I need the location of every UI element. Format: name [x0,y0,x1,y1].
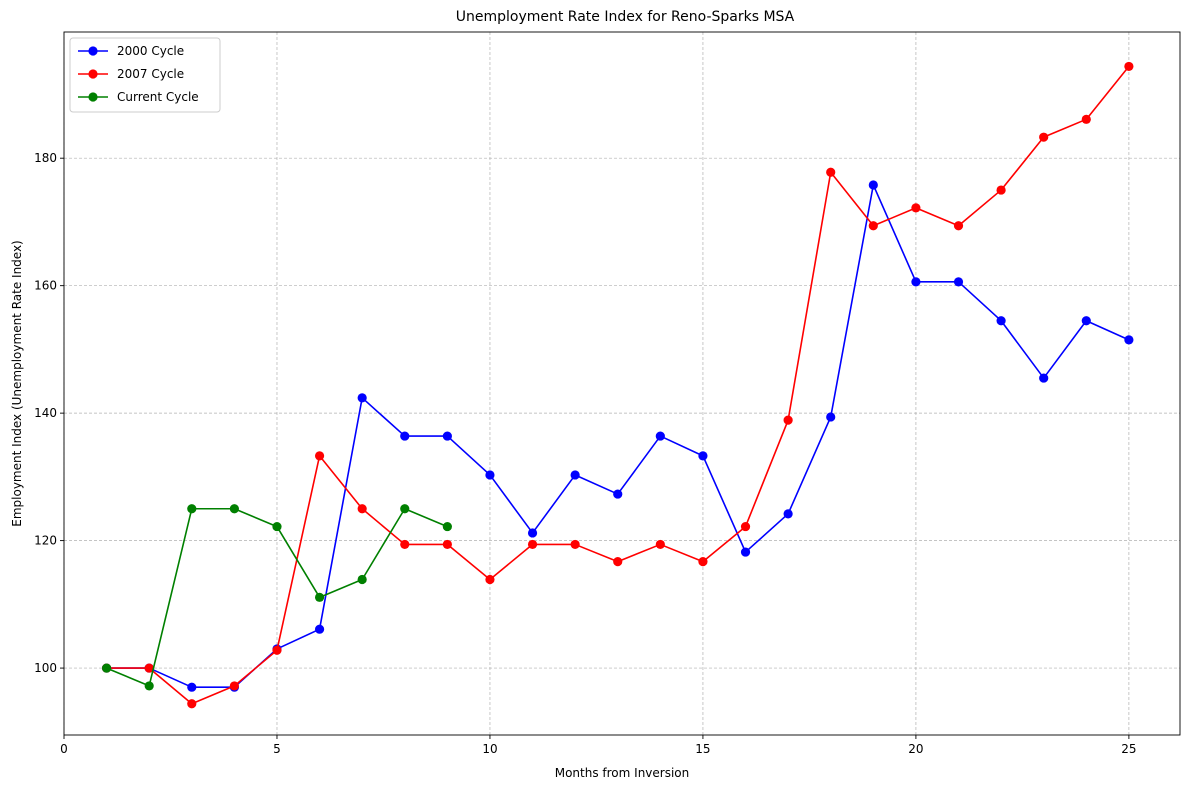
legend-label: 2000 Cycle [117,44,184,58]
data-point [357,574,367,585]
series-layer [101,61,1134,709]
data-point [570,539,580,550]
x-tick-label: 10 [482,742,497,756]
data-point [655,431,665,441]
data-point [826,412,836,422]
data-point [868,221,878,231]
data-point [229,681,239,691]
data-point [400,539,410,550]
data-point [229,504,239,514]
series-current-cycle [101,504,452,691]
data-point [783,509,793,519]
x-tick-label: 5 [273,742,281,756]
data-point [101,663,112,673]
legend-item: 2000 Cycle [78,44,184,58]
legend-label: Current Cycle [117,90,199,104]
data-point [442,539,452,550]
data-point [868,180,878,190]
legend-marker [88,92,98,102]
data-point [442,521,452,532]
data-point [272,645,282,655]
data-point [740,521,751,532]
ticks-layer: 0 5 10 15 20 25 100 120 140 160 180 [34,151,1136,756]
data-point [655,539,665,550]
y-tick-label: 140 [34,406,57,420]
data-point [442,431,452,441]
data-point [1124,335,1134,345]
data-point [740,547,751,557]
series-line [106,65,1130,705]
x-tick-label: 20 [908,742,923,756]
data-point [1081,316,1091,326]
data-point [314,592,325,602]
data-point [527,528,538,538]
grid-layer [63,32,1180,735]
data-point [485,574,495,585]
data-point [996,185,1006,195]
data-point [272,521,282,532]
data-point [187,699,197,709]
legend-marker [88,46,98,56]
x-tick-label: 15 [695,742,710,756]
data-point [826,167,836,177]
x-axis-label: Months from Inversion [555,766,690,780]
x-tick-label: 0 [60,742,68,756]
data-point [144,681,154,691]
data-point [400,431,410,441]
data-point [613,557,623,567]
series-2000-cycle [101,180,1134,692]
y-tick-label: 180 [34,151,57,165]
data-point [485,470,495,480]
data-point [613,489,623,499]
legend: 2000 Cycle 2007 Cycle Current Cycle [69,37,221,113]
data-point [783,415,793,425]
data-point [314,624,325,634]
x-tick-label: 25 [1121,742,1136,756]
data-point [314,451,325,461]
data-point [698,557,708,567]
legend-item: 2007 Cycle [78,67,184,81]
data-point [953,221,964,231]
plot-area-frame [63,31,1181,736]
legend-marker [88,69,98,79]
data-point [1124,61,1134,72]
data-point [698,451,708,461]
y-tick-label: 160 [34,279,57,293]
y-axis-label: Employment Index (Unemployment Rate Inde… [10,240,24,527]
data-point [400,504,410,514]
data-point [357,504,367,514]
data-point [953,277,964,287]
chart-title: Unemployment Rate Index for Reno-Sparks … [456,9,795,25]
series-line [106,184,1130,689]
y-tick-label: 100 [34,661,57,675]
y-tick-label: 120 [34,534,57,548]
legend-frame [69,37,221,113]
data-point [357,393,367,403]
legend-item: Current Cycle [78,90,199,104]
data-point [1081,114,1091,124]
legend-label: 2007 Cycle [117,67,184,81]
data-point [1039,132,1049,142]
data-point [911,277,921,287]
data-point [187,504,197,514]
series-2007-cycle [101,61,1134,709]
data-point [911,203,921,213]
data-point [570,470,580,480]
data-point [187,682,197,692]
data-point [527,539,538,550]
data-point [996,316,1006,326]
data-point [144,663,154,673]
data-point [1039,373,1049,383]
